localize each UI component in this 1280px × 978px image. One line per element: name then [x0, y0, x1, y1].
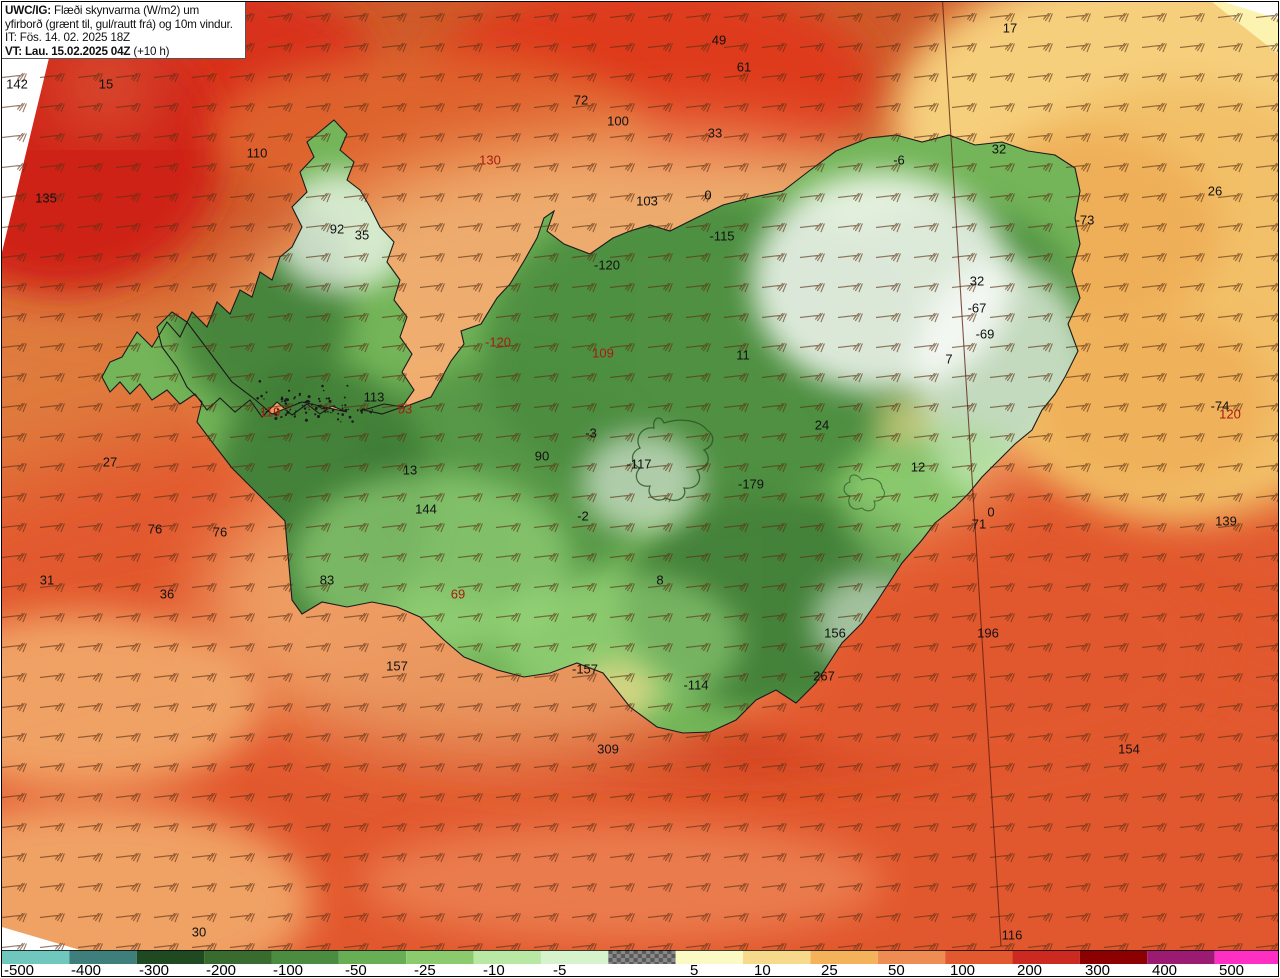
- svg-text:-500: -500: [4, 962, 34, 977]
- svg-text:25: 25: [821, 962, 838, 977]
- svg-text:200: 200: [1017, 962, 1042, 977]
- svg-text:-400: -400: [71, 962, 101, 977]
- svg-text:-100: -100: [273, 962, 303, 977]
- svg-text:500: 500: [1219, 962, 1244, 977]
- svg-text:100: 100: [950, 962, 975, 977]
- svg-text:-300: -300: [139, 962, 169, 977]
- svg-text:300: 300: [1085, 962, 1110, 977]
- svg-text:400: 400: [1152, 962, 1177, 977]
- svg-text:50: 50: [888, 962, 905, 977]
- svg-text:-200: -200: [206, 962, 236, 977]
- svg-text:5: 5: [690, 962, 698, 977]
- svg-text:-5: -5: [553, 962, 566, 977]
- svg-text:-10: -10: [483, 962, 505, 977]
- svg-text:-25: -25: [414, 962, 436, 977]
- svg-text:10: 10: [754, 962, 771, 977]
- svg-text:-50: -50: [345, 962, 367, 977]
